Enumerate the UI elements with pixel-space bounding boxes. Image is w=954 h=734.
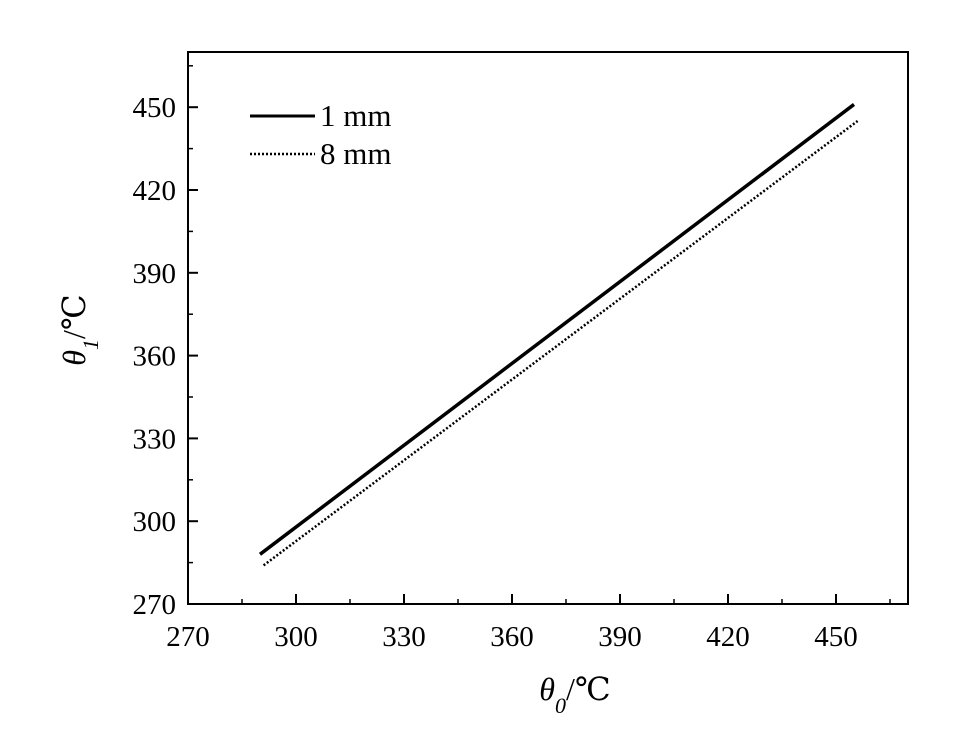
series-line-1	[258, 103, 856, 556]
x-tick-label: 330	[382, 621, 426, 653]
x-axis-label: θ0/℃	[539, 671, 610, 718]
x-tick-label: 450	[814, 621, 858, 653]
x-tick-label: 270	[166, 621, 210, 653]
y-tick-label: 390	[133, 258, 177, 290]
legend-label: 1 mm	[320, 98, 391, 133]
y-tick-label: 450	[133, 92, 177, 124]
y-tick-label: 300	[133, 506, 177, 538]
series-line-2	[262, 119, 859, 567]
y-axis-label: θ1/℃	[56, 294, 103, 365]
y-tick-label: 420	[133, 175, 177, 207]
y-tick-label: 330	[133, 423, 177, 455]
plot-frame	[187, 51, 909, 605]
y-tick-label: 360	[133, 341, 177, 373]
x-tick-label: 420	[706, 621, 750, 653]
legend: 1 mm8 mm	[250, 98, 391, 171]
legend-label: 8 mm	[320, 136, 391, 171]
x-tick-label: 360	[490, 621, 534, 653]
x-tick-label: 390	[598, 621, 642, 653]
x-tick-label: 300	[274, 621, 318, 653]
y-tick-label: 270	[133, 589, 177, 621]
